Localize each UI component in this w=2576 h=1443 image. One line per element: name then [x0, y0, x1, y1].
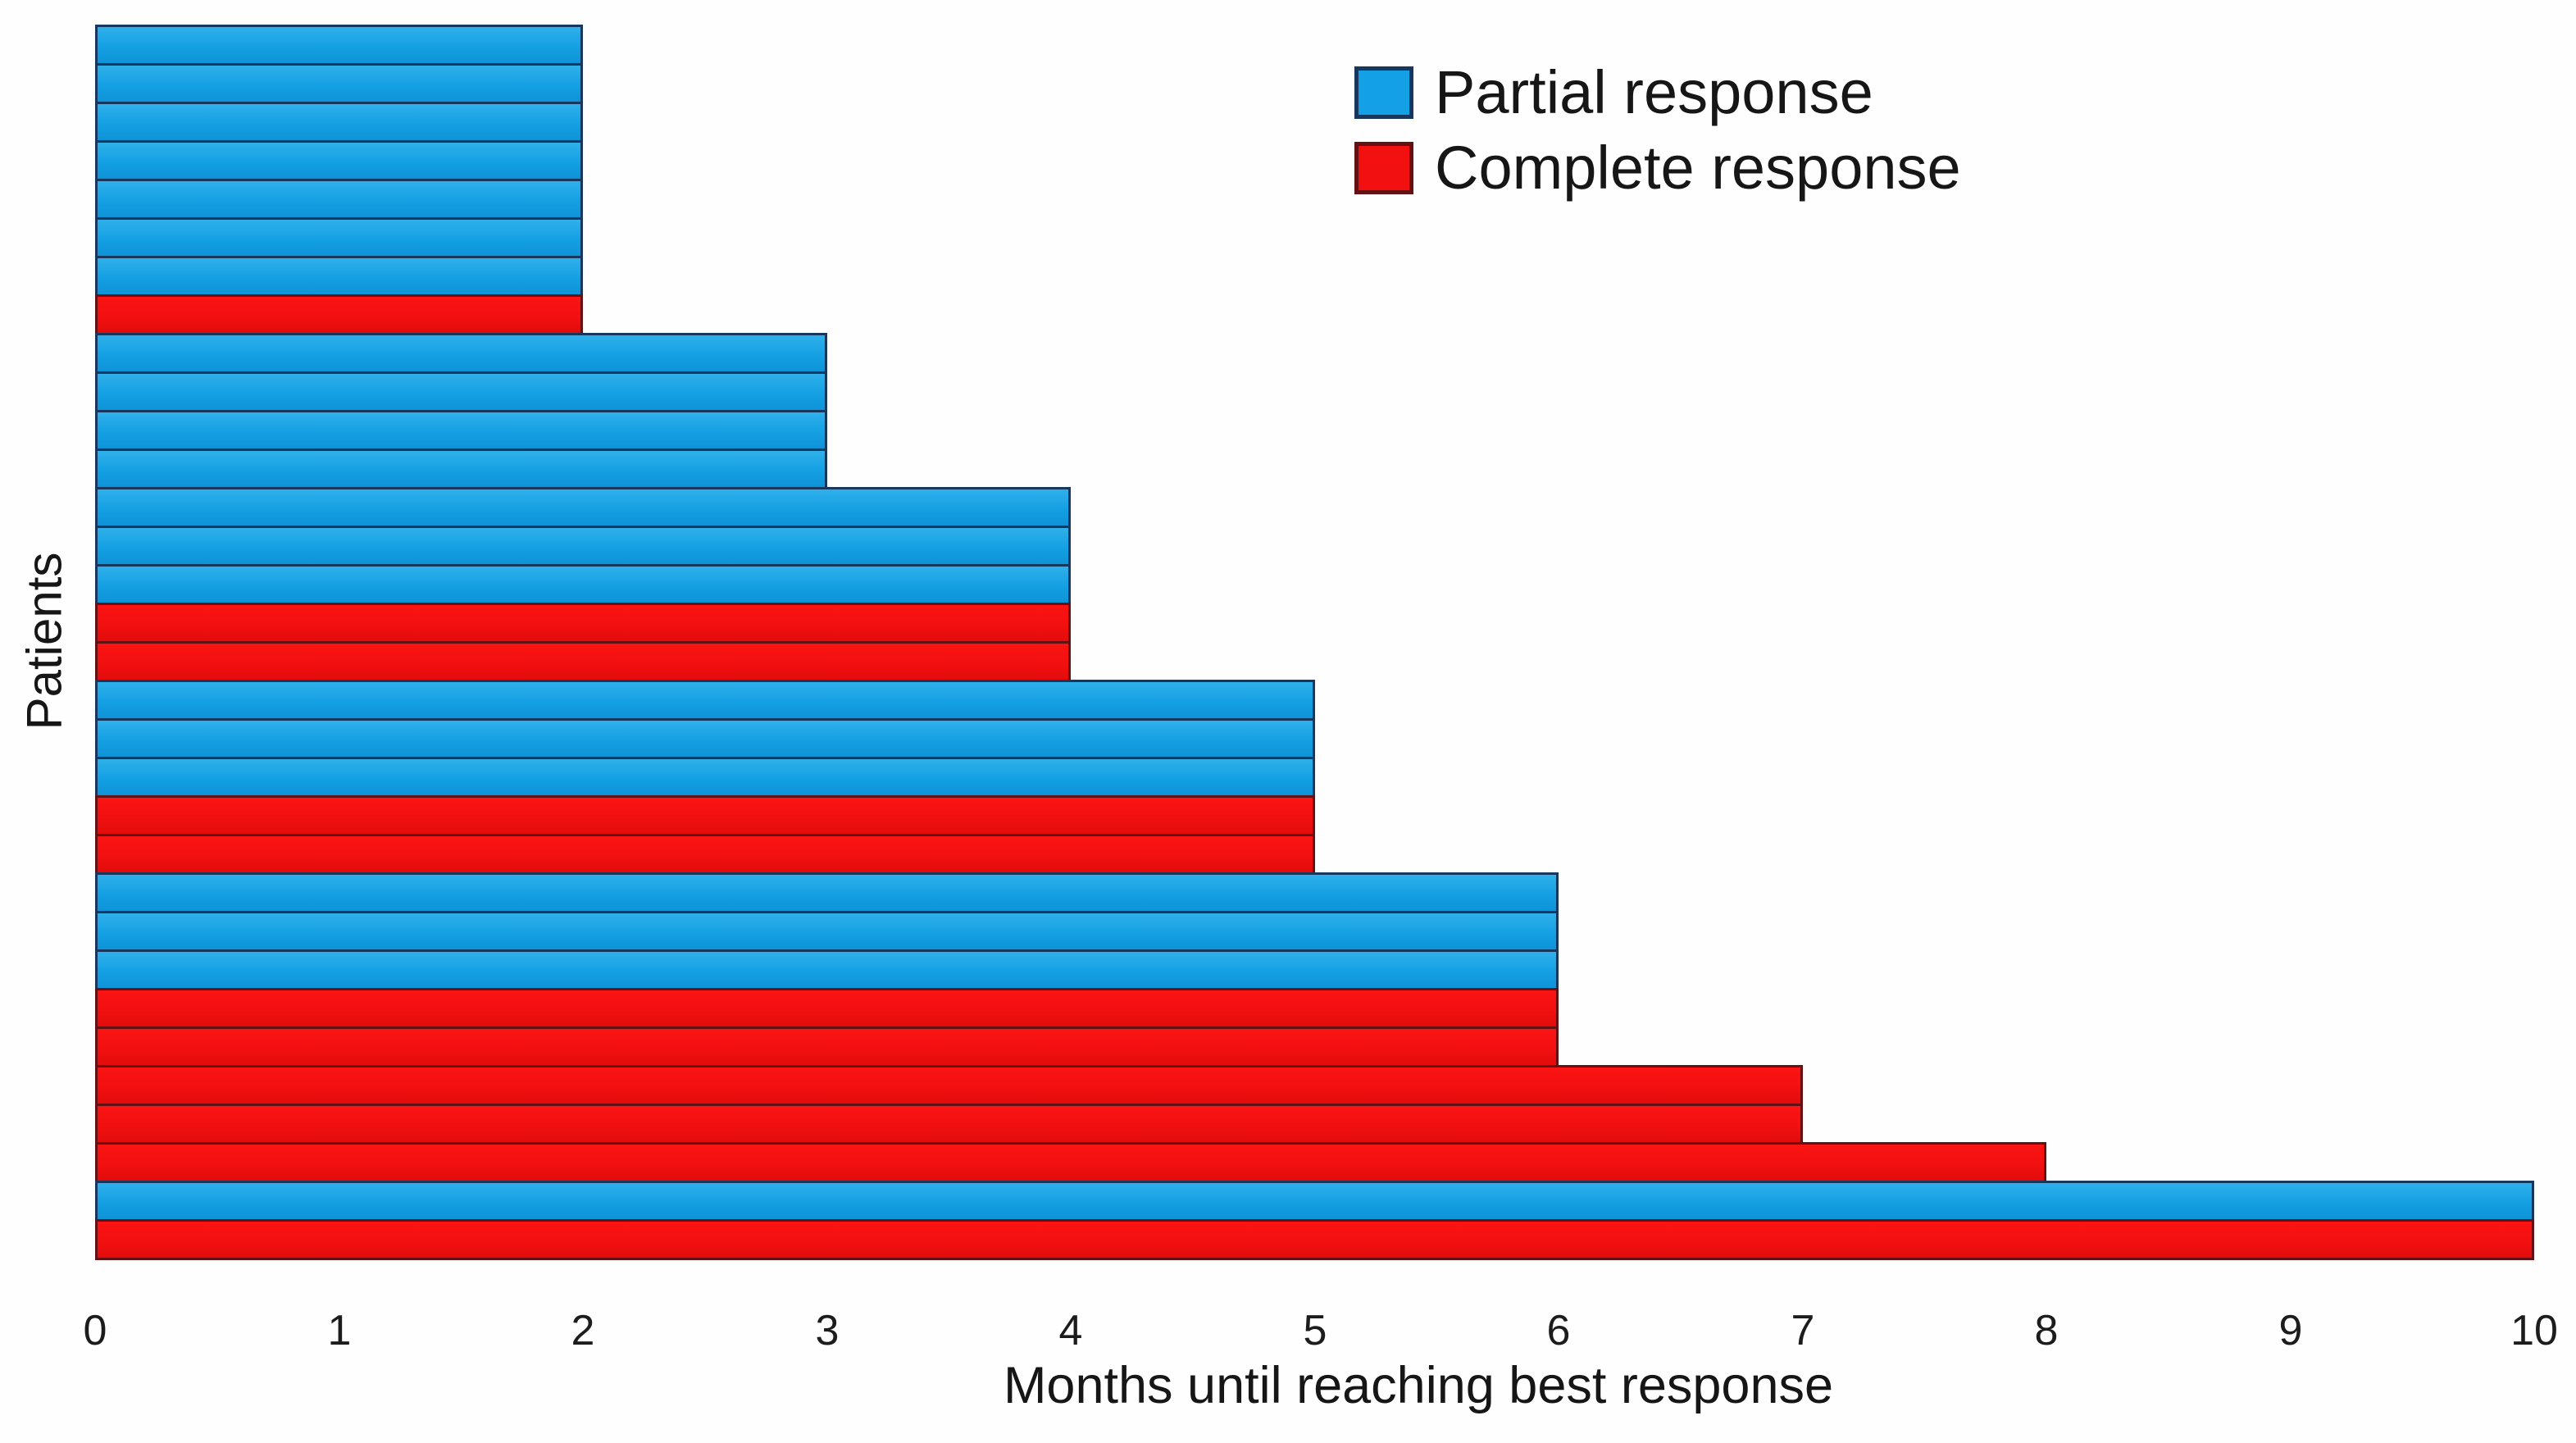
x-tick-0: 0 [83, 1307, 107, 1354]
plot-area [95, 25, 2546, 1263]
bar-patient-32-complete [95, 1219, 2534, 1260]
bar-patient-8-complete [95, 294, 583, 335]
bar-patient-16-complete [95, 603, 1071, 644]
y-axis-label: Patients [16, 552, 72, 731]
bar-patient-12-partial [95, 448, 827, 489]
partial-response-swatch-icon [1354, 66, 1413, 119]
bar-patient-9-partial [95, 333, 827, 374]
complete-response-swatch-icon [1354, 142, 1413, 194]
legend-label-partial-response: Partial response [1435, 58, 1873, 126]
bar-patient-25-partial [95, 949, 1559, 990]
legend-label-complete-response: Complete response [1435, 134, 1961, 202]
x-tick-4: 4 [1058, 1307, 1083, 1354]
bar-patient-17-complete [95, 641, 1071, 682]
x-tick-8: 8 [2034, 1307, 2059, 1354]
x-axis-label: Months until reaching best response [1003, 1357, 1834, 1414]
x-tick-6: 6 [1546, 1307, 1571, 1354]
bar-patient-20-partial [95, 757, 1315, 798]
bar-patient-2-partial [95, 63, 583, 104]
bar-patient-31-partial [95, 1181, 2534, 1222]
x-tick-7: 7 [1791, 1307, 1815, 1354]
bar-patient-5-partial [95, 179, 583, 220]
bar-patient-18-partial [95, 680, 1315, 721]
bar-patient-15-partial [95, 564, 1071, 605]
bar-patient-11-partial [95, 410, 827, 451]
bar-patient-21-complete [95, 795, 1315, 836]
legend-item-partial-response: Partial response [1354, 59, 1961, 126]
bar-patient-26-complete [95, 988, 1559, 1029]
bar-patient-13-partial [95, 487, 1071, 528]
x-tick-5: 5 [1303, 1307, 1327, 1354]
bar-patient-14-partial [95, 526, 1071, 567]
bar-patient-24-partial [95, 911, 1559, 952]
bar-patient-6-partial [95, 217, 583, 258]
bar-patient-28-complete [95, 1065, 1803, 1106]
x-axis-ticks: 0 1 2 3 4 5 6 7 8 9 10 [0, 1305, 2576, 1356]
bar-patient-7-partial [95, 256, 583, 297]
x-tick-3: 3 [815, 1307, 840, 1354]
legend-item-complete-response: Complete response [1354, 134, 1961, 202]
x-tick-9: 9 [2278, 1307, 2303, 1354]
x-tick-10: 10 [2510, 1307, 2558, 1354]
bar-patient-22-complete [95, 834, 1315, 875]
bar-patient-19-partial [95, 718, 1315, 759]
bar-patient-23-partial [95, 872, 1559, 913]
bar-patient-10-partial [95, 371, 827, 412]
legend: Partial response Complete response [1354, 59, 1961, 210]
bar-patient-4-partial [95, 140, 583, 181]
bar-patient-27-complete [95, 1026, 1559, 1067]
bar-patient-1-partial [95, 25, 583, 66]
x-tick-2: 2 [571, 1307, 595, 1354]
bar-patient-30-complete [95, 1142, 2046, 1183]
x-tick-1: 1 [327, 1307, 352, 1354]
bar-patient-3-partial [95, 102, 583, 143]
bar-patient-29-complete [95, 1104, 1803, 1145]
